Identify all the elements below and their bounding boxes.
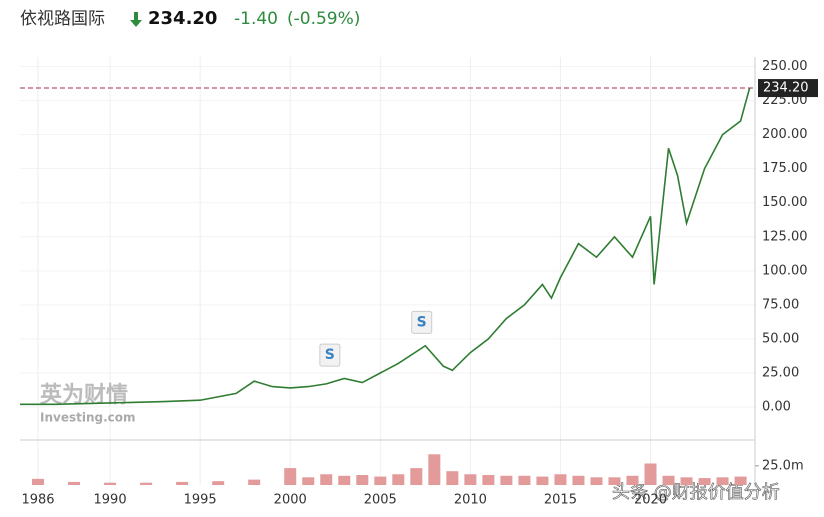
volume-bar — [338, 475, 351, 485]
x-tick-label: 1995 — [184, 493, 217, 508]
change-pct: (-0.59%) — [287, 9, 360, 29]
split-marker — [411, 310, 433, 334]
volume-bar — [590, 477, 603, 485]
volume-bar — [662, 475, 675, 485]
split-label: S — [417, 314, 427, 330]
y-tick-label: 125.00 — [762, 229, 808, 244]
price-line — [20, 87, 751, 406]
x-tick-label: 2020 — [634, 493, 667, 508]
volume-bar — [734, 476, 747, 485]
volume-bar — [464, 474, 477, 485]
y-tick-label: 250.00 — [762, 59, 808, 74]
x-tick-label: 1990 — [94, 493, 127, 508]
volume-bar — [68, 481, 81, 485]
last-price-label: 234.20 — [763, 81, 809, 96]
stock-name: 依视路国际 — [20, 9, 105, 29]
y-tick-label: 200.00 — [762, 127, 808, 142]
watermark-en: Investing.com — [40, 411, 136, 425]
volume-bar — [572, 475, 585, 485]
volume-bar — [320, 474, 333, 485]
volume-bar — [644, 463, 657, 485]
volume-bar — [554, 474, 567, 485]
volume-bar — [500, 475, 513, 485]
volume-bar — [410, 468, 423, 485]
down-arrow — [130, 12, 142, 27]
split-marker — [319, 343, 341, 367]
volume-bar — [374, 476, 387, 485]
volume-bar — [104, 482, 117, 485]
x-tick-label: 2010 — [454, 493, 487, 508]
price: 234.20 — [148, 8, 217, 29]
y-tick-label: 175.00 — [762, 161, 808, 176]
volume-bar — [176, 481, 189, 485]
last-price-box — [758, 79, 818, 98]
change: -1.40 — [234, 9, 278, 29]
volume-bar — [482, 475, 495, 485]
volume-bar — [428, 454, 441, 485]
y-tick-label: 75.00 — [762, 297, 799, 312]
volume-bar — [356, 475, 369, 485]
y-tick-label: 0.00 — [762, 400, 791, 415]
volume-bar — [518, 475, 531, 485]
volume-bar — [626, 475, 639, 485]
volume-bar — [284, 468, 297, 485]
volume-bar — [536, 476, 549, 485]
source-watermark: 头条 @财报价值分析 — [612, 482, 780, 503]
volume-bar — [392, 474, 405, 485]
volume-bar — [248, 479, 261, 485]
volume-bar — [446, 471, 459, 485]
split-label: S — [325, 347, 335, 363]
x-tick-label: 2005 — [364, 493, 397, 508]
x-tick-label: 2000 — [274, 493, 307, 508]
y-tick-label: 100.00 — [762, 263, 808, 278]
volume-bar — [608, 477, 621, 485]
volume-bar — [212, 481, 225, 485]
volume-tick-label: 25.0m — [762, 458, 804, 473]
y-tick-label: 150.00 — [762, 195, 808, 210]
volume-bar — [716, 477, 729, 485]
volume-bar — [698, 478, 711, 485]
x-tick-label: 1986 — [21, 493, 54, 508]
y-tick-label: 50.00 — [762, 331, 799, 346]
volume-bar — [32, 478, 45, 485]
volume-bar — [140, 482, 153, 485]
x-tick-label: 2015 — [544, 493, 577, 508]
y-tick-label: 25.00 — [762, 365, 799, 380]
volume-bar — [680, 477, 693, 485]
volume-bar — [302, 477, 315, 485]
